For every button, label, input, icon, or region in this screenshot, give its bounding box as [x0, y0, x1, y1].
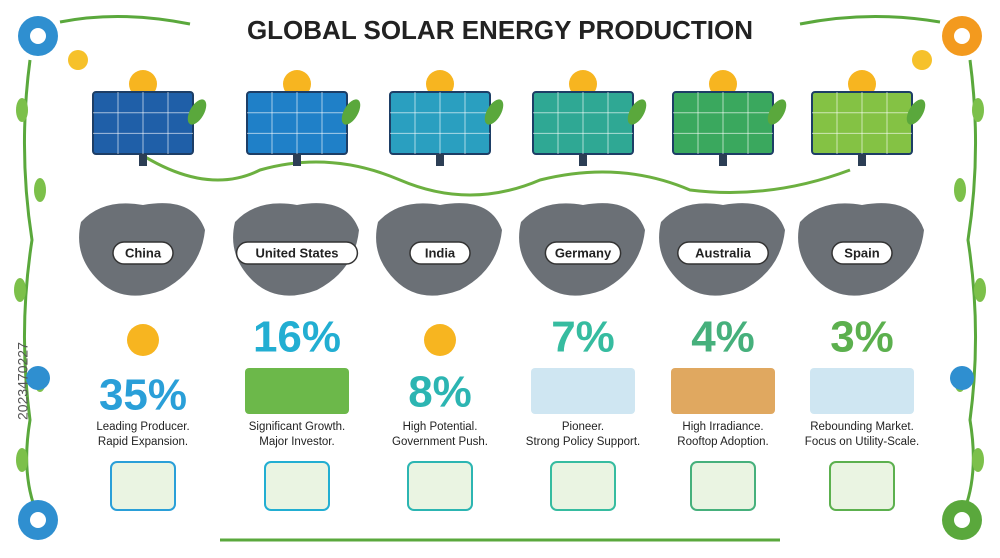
panel-stand — [579, 154, 587, 166]
panel-stand — [139, 154, 147, 166]
sun-icon — [424, 324, 456, 356]
description: Government Push. — [392, 436, 488, 448]
description: Rapid Expansion. — [98, 436, 188, 448]
country-column: Spain 3% Rebounding Market. Focus on Utilit… — [798, 70, 926, 511]
country-label-pill — [409, 241, 471, 265]
share-percent: 35% — [99, 371, 187, 420]
bottom-icon — [407, 461, 473, 511]
country-name: Australia — [695, 245, 751, 260]
leaf — [767, 99, 787, 125]
leaf — [627, 99, 647, 125]
description: Strong Policy Support. — [526, 436, 640, 448]
country-label-pill — [235, 241, 359, 265]
description: Rebounding Market. — [810, 421, 914, 433]
description: Significant Growth. — [249, 421, 346, 433]
panel-stand — [436, 154, 444, 166]
share-percent: 7% — [551, 313, 615, 362]
description: Leading Producer. — [96, 421, 189, 433]
country-name: United States — [255, 245, 338, 260]
leaf — [341, 99, 361, 125]
description: High Irradiance. — [682, 421, 763, 433]
sun-icon — [127, 324, 159, 356]
description: High Potential. — [403, 421, 478, 433]
watermark-id: 2023470227 — [15, 342, 31, 420]
share-percent: 4% — [691, 313, 755, 362]
share-percent: 16% — [253, 313, 341, 362]
corner-gears — [18, 16, 982, 540]
illustration — [245, 368, 349, 414]
country-label-pill — [677, 241, 769, 265]
leaf — [906, 99, 926, 125]
share-percent: 8% — [408, 368, 472, 417]
panel-stand — [719, 154, 727, 166]
illustration — [810, 368, 914, 414]
description: Focus on Utility-Scale. — [805, 436, 919, 448]
description: Pioneer. — [562, 421, 604, 433]
illustration — [531, 368, 635, 414]
country-column: China 35%Leading Producer. Rapid Expansion… — [79, 70, 207, 511]
country-name: Spain — [844, 245, 879, 260]
panel-stand — [858, 154, 866, 166]
leaf — [484, 99, 504, 125]
illustration — [671, 368, 775, 414]
country-label-pill — [112, 241, 174, 265]
title: GLOBAL SOLAR ENERGY PRODUCTION — [247, 15, 753, 45]
connecting-vine — [119, 138, 851, 197]
panel-stand — [293, 154, 301, 166]
country-column: Australia 4% High Irradiance. Rooftop Adopt… — [659, 70, 787, 511]
leaf — [187, 99, 207, 125]
country-name: Germany — [555, 245, 612, 260]
country-column: United States 16% Significant Growth. Major… — [233, 70, 361, 511]
bottom-icon — [690, 461, 756, 511]
bottom-icon — [264, 461, 330, 511]
bottom-icon — [110, 461, 176, 511]
share-percent: 3% — [830, 313, 894, 362]
country-column: India 8% High Potential. Government Push. — [376, 70, 504, 511]
bottom-icon — [829, 461, 895, 511]
country-label-pill — [831, 241, 893, 265]
bottom-icon — [550, 461, 616, 511]
country-name: India — [425, 245, 456, 260]
description: Major Investor. — [259, 436, 334, 448]
description: Rooftop Adoption. — [677, 436, 768, 448]
country-column: Germany 7% Pioneer. Strong Policy Support. — [519, 70, 647, 511]
country-label-pill — [544, 241, 622, 265]
country-name: China — [125, 245, 162, 260]
